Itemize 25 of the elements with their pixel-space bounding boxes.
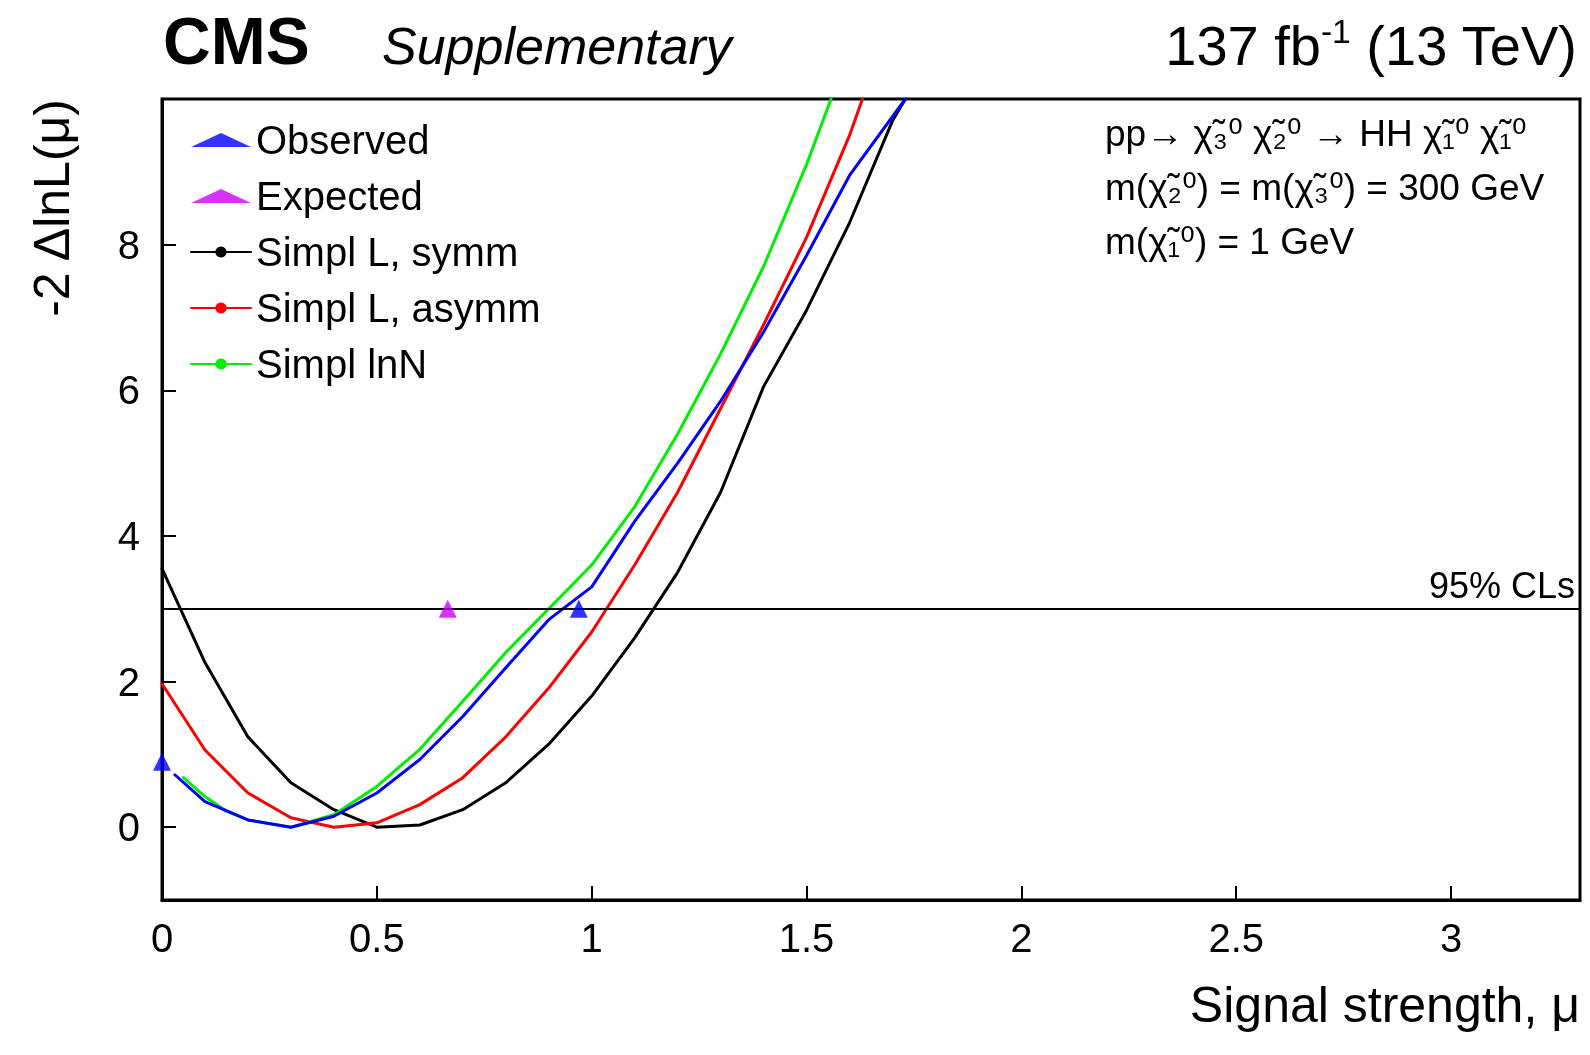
- x-tick-label: 0.5: [349, 916, 405, 960]
- x-tick-label: 3: [1439, 916, 1463, 960]
- chart-subtitle: Supplementary: [382, 17, 735, 75]
- x-tick-label: 1.5: [778, 916, 835, 960]
- legend-label: Simpl L, symm: [256, 230, 519, 274]
- x-axis-title: Signal strength, μ: [1189, 977, 1580, 1033]
- legend-label: Expected: [256, 174, 423, 218]
- ref-line-label: 95% CLs: [1428, 565, 1575, 607]
- x-tick-label: 1: [580, 916, 603, 960]
- legend-label: Simpl L, asymm: [256, 286, 541, 330]
- y-axis-title: -2 ΔlnL(μ): [24, 99, 80, 317]
- x-tick-label: 0: [150, 916, 174, 960]
- y-tick-label: 6: [117, 368, 140, 413]
- y-tick-label: 0: [117, 805, 140, 850]
- y-tick-label: 4: [117, 513, 140, 558]
- annotation: m(χ̃₂⁰) = m(χ̃₃⁰) = 300 GeV: [1105, 167, 1545, 208]
- y-tick-label: 8: [117, 222, 140, 267]
- chart-title: CMS: [163, 4, 310, 78]
- annotation: m(χ̃₁⁰) = 1 GeV: [1105, 221, 1355, 262]
- x-tick-label: 2: [1010, 916, 1033, 960]
- legend-label: Simpl lnN: [256, 342, 428, 386]
- legend-label: Observed: [256, 118, 430, 162]
- y-tick-label: 2: [117, 659, 140, 704]
- x-tick-label: 2.5: [1208, 916, 1265, 960]
- annotation: pp→ χ̃₃⁰ χ̃₂⁰ → HH χ̃₁⁰ χ̃₁⁰: [1105, 113, 1527, 154]
